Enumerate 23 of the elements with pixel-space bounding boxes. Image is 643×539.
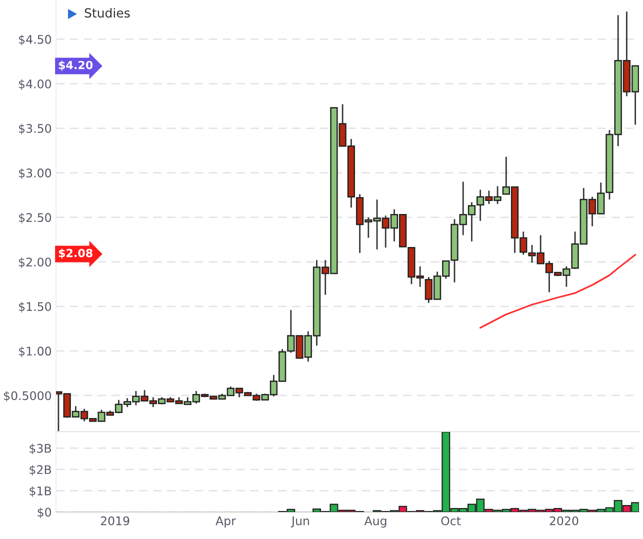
line-series [480, 254, 636, 329]
y-tick-label: $2.00 [19, 257, 52, 268]
y-tick-label: $4.00 [19, 79, 52, 90]
x-tick-label: Apr [216, 516, 236, 528]
y-tick-label: $1.00 [19, 346, 52, 358]
annotation: $4.20 [58, 60, 93, 71]
y-tick-label: $3.00 [19, 168, 52, 180]
y-tick-label: $0 [38, 508, 52, 518]
x-tick-label: Aug [364, 516, 386, 528]
y-tick-label: $1B [30, 486, 51, 497]
y-tick-label: $2B [30, 464, 51, 476]
x-tick-label: 2019 [100, 516, 130, 526]
y-tick-label: $4.50 [19, 34, 52, 46]
y-tick-label: $3.50 [19, 124, 52, 134]
annotation: $2.08 [58, 248, 92, 259]
y-tick-label: $3B [30, 444, 51, 454]
y-tick-label: $0.5000 [4, 390, 52, 402]
x-tick-label: Jun [290, 516, 309, 528]
y-tick-label: $1.50 [19, 302, 52, 313]
x-tick-label: 2020 [550, 516, 578, 526]
x-tick-label: Oct [441, 516, 461, 526]
y-tick-label: $2.50 [19, 212, 52, 224]
annotation: Studies [84, 8, 130, 18]
